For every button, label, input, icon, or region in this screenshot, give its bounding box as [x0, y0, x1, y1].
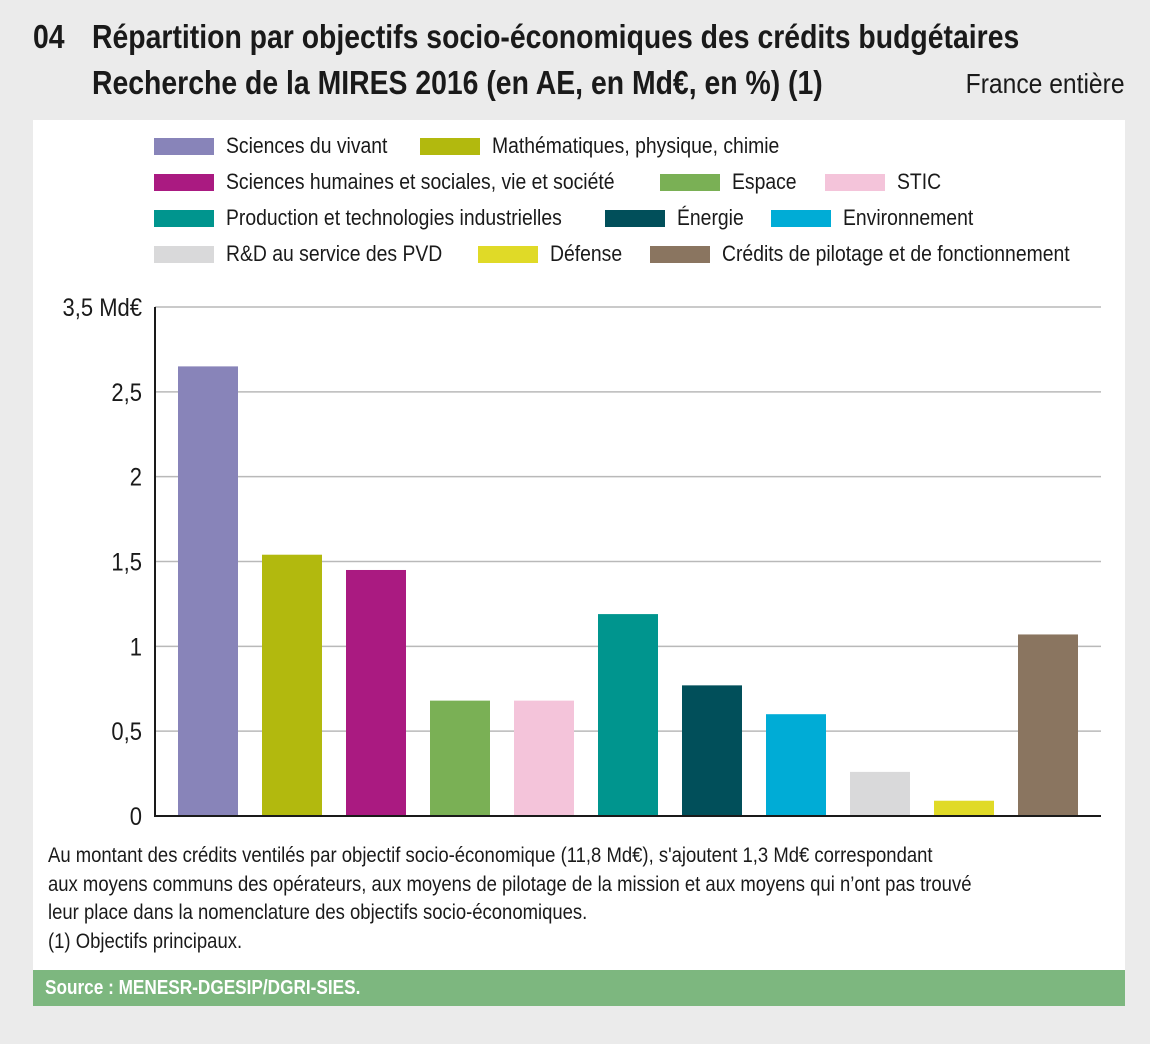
legend-label: Sciences du vivant	[226, 133, 388, 158]
legend-item: Sciences du vivant	[154, 133, 409, 158]
legend-label: Sciences humaines et sociales, vie et so…	[226, 169, 615, 194]
legend-swatch	[154, 209, 214, 227]
bar-4: Espace: 0.68	[430, 700, 490, 816]
bar-7: Énergie: 0.77	[682, 685, 742, 816]
legend-swatch	[154, 245, 214, 263]
chart-title-line-2: Recherche de la MIRES 2016 (en AE, en Md…	[92, 64, 823, 101]
legend-item: Défense	[478, 241, 632, 266]
legend-swatch	[660, 173, 720, 191]
bar-9: R&D au service des PVD: 0.26	[850, 771, 910, 816]
note-line: aux moyens communs des opérateurs, aux m…	[48, 872, 972, 896]
footnote: (1) Objectifs principaux.	[48, 929, 243, 953]
legend-swatch	[771, 209, 831, 227]
chart-note: Au montant des crédits ventilés par obje…	[48, 842, 1104, 956]
legend-item: Espace	[660, 169, 805, 194]
legend-label: STIC	[897, 169, 942, 194]
scope-label: France entière	[966, 68, 1125, 99]
legend-item: Énergie	[605, 205, 753, 230]
legend-label: Mathématiques, physique, chimie	[492, 133, 780, 158]
legend-item: Environnement	[771, 205, 991, 230]
legend-item: Mathématiques, physique, chimie	[420, 133, 819, 158]
bar-8: Environnement: 0.6	[766, 714, 826, 816]
legend-label: Espace	[732, 169, 797, 194]
y-axis-tick-labels: 0 0,5 1 1,5 2 2,5 3,5 Md€	[63, 294, 142, 831]
legend-swatch	[650, 245, 710, 263]
bar-11: Crédits de pilotage et de fonctionnement…	[1018, 634, 1078, 816]
y-tick-label: 2	[130, 463, 142, 491]
legend-label: Crédits de pilotage et de fonctionnement	[722, 241, 1070, 266]
bar-chart: 0 0,5 1 1,5 2 2,5 3,5 Md€ Sciences du vivant: …	[63, 294, 1101, 831]
bar-6: Production et technologies industrielles…	[598, 614, 658, 816]
legend-label: Production et technologies industrielles	[226, 205, 562, 230]
y-tick-label: 1,5	[111, 548, 142, 576]
legend-item: Sciences humaines et sociales, vie et so…	[154, 169, 667, 194]
bar-3: Sciences humaines et sociales, vie et so…	[346, 569, 406, 816]
bar-2: Mathématiques, physique, chimie: 1.54	[262, 554, 322, 816]
bar-10: Défense: 0.09	[934, 800, 994, 816]
figure-number: 04	[33, 18, 65, 55]
legend-item: Production et technologies industrielles	[154, 205, 608, 230]
y-tick-label: 1	[130, 633, 142, 661]
legend-label: Défense	[550, 241, 623, 266]
source-banner: Source : MENESR-DGESIP/DGRI-SIES.	[33, 970, 1125, 1006]
legend-label: Environnement	[843, 205, 974, 230]
legend-item: Crédits de pilotage et de fonctionnement	[650, 241, 1117, 266]
legend-item: R&D au service des PVD	[154, 241, 472, 266]
legend-swatch	[825, 173, 885, 191]
legend-swatch	[605, 209, 665, 227]
chart-title-line-1: Répartition par objectifs socio-économiq…	[92, 18, 1020, 55]
bars: Sciences du vivant: 2.65 Mathématiques, p…	[178, 366, 1078, 816]
y-tick-label: 3,5 Md€	[63, 294, 142, 322]
y-tick-label: 0	[130, 803, 142, 831]
bar-1: Sciences du vivant: 2.65	[178, 366, 238, 816]
legend-swatch	[478, 245, 538, 263]
note-line: Au montant des crédits ventilés par obje…	[48, 844, 933, 867]
note-line: leur place dans la nomenclature des obje…	[48, 901, 588, 924]
legend-item: STIC	[825, 169, 947, 194]
legend-swatch	[420, 137, 480, 155]
legend-label: Énergie	[677, 205, 744, 230]
legend-label: R&D au service des PVD	[226, 241, 443, 266]
y-tick-label: 2,5	[111, 379, 142, 407]
source-text: Source : MENESR-DGESIP/DGRI-SIES.	[45, 977, 361, 999]
chart-panel: Sciences du vivant Mathématiques, physiq…	[33, 120, 1125, 1006]
y-tick-label: 0,5	[111, 718, 142, 746]
legend-swatch	[154, 173, 214, 191]
bar-5: STIC: 0.68	[514, 700, 574, 816]
legend-swatch	[154, 137, 214, 155]
